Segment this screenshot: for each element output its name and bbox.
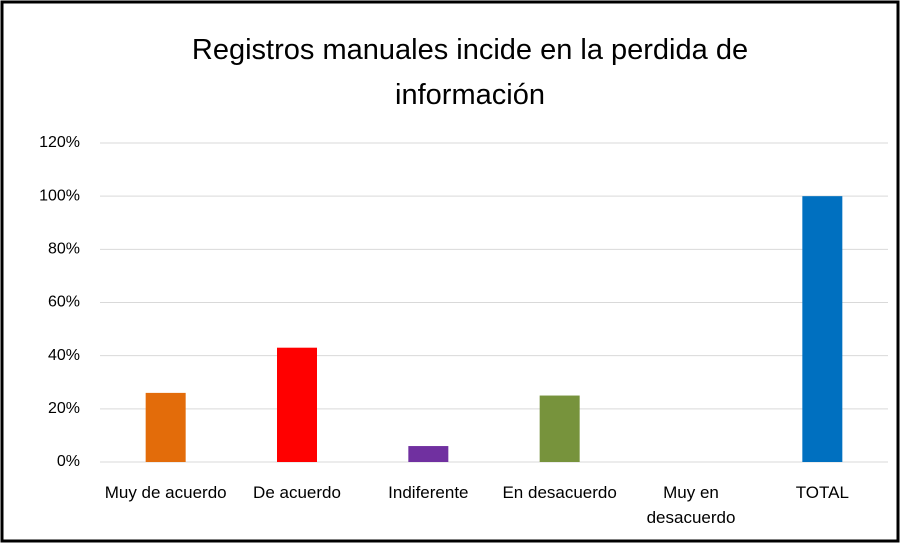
x-tick-label: En desacuerdo — [502, 483, 617, 502]
x-tick-label: De acuerdo — [253, 483, 341, 502]
bar — [539, 395, 580, 462]
chart-title: Registros manuales incide en la perdida … — [191, 34, 749, 111]
bar — [277, 347, 317, 462]
y-tick-label: 80% — [48, 241, 80, 258]
y-tick-label: 0% — [57, 453, 80, 470]
y-tick-label: 20% — [48, 400, 80, 417]
y-tick-label: 120% — [39, 134, 80, 151]
x-tick-label: Muy en desacuerdo — [646, 483, 736, 527]
x-tick-label: Indiferente — [388, 483, 469, 502]
x-tick-label: Muy de acuerdo — [104, 483, 227, 502]
bar — [145, 392, 186, 462]
x-tick-label: TOTAL — [795, 483, 849, 502]
y-tick-label: 100% — [39, 187, 80, 204]
y-tick-label: 60% — [48, 294, 80, 311]
bar — [802, 196, 843, 462]
bar — [408, 446, 449, 462]
y-tick-label: 40% — [48, 347, 80, 364]
